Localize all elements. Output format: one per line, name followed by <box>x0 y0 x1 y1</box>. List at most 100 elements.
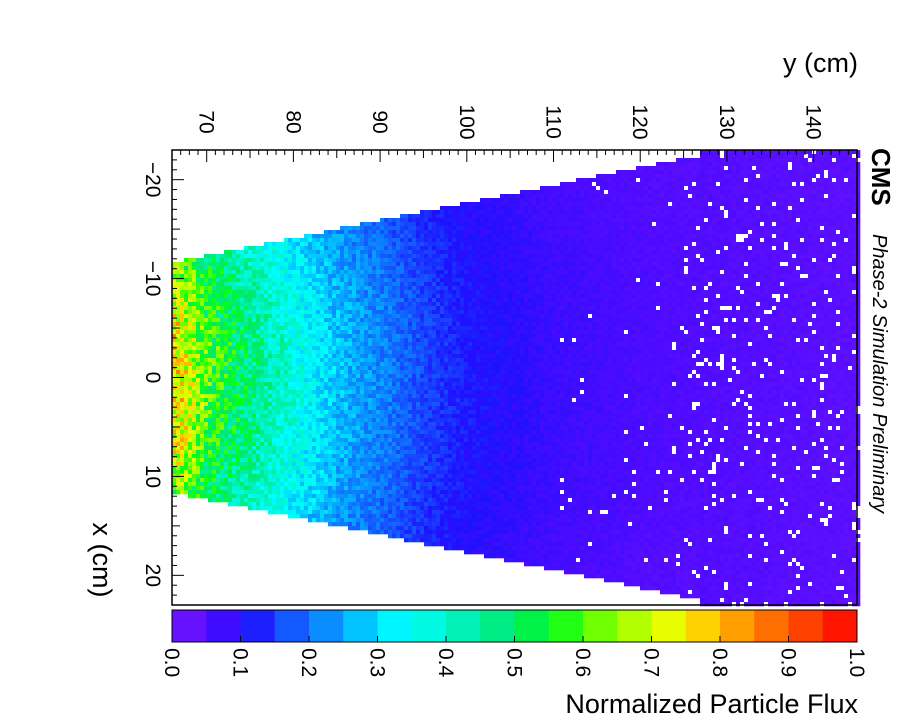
heatmap-cell <box>240 374 245 379</box>
heatmap-cell <box>444 474 449 479</box>
heatmap-cell <box>448 414 453 419</box>
heatmap-cell <box>228 454 233 459</box>
heatmap-cell <box>444 542 449 547</box>
heatmap-cell <box>184 486 189 491</box>
heatmap-cell <box>280 362 285 367</box>
heatmap-cell <box>348 526 353 531</box>
heatmap-cell <box>268 246 273 251</box>
heatmap-cell <box>352 490 357 495</box>
heatmap-cell <box>348 262 353 267</box>
heatmap-cell <box>436 410 441 415</box>
heatmap-cell <box>360 330 365 335</box>
heatmap-cell <box>268 494 273 499</box>
heatmap-cell <box>420 434 425 439</box>
heatmap-cell <box>356 518 361 523</box>
heatmap-cell <box>432 210 437 215</box>
heatmap-cell <box>444 426 449 431</box>
heatmap-cell <box>308 326 313 331</box>
heatmap-cell <box>356 262 361 267</box>
heatmap-cell <box>376 502 381 507</box>
heatmap-cell <box>264 286 269 291</box>
heatmap-cell <box>316 474 321 479</box>
heatmap-cell <box>328 398 333 403</box>
heatmap-cell <box>420 382 425 387</box>
heatmap-cell <box>408 286 413 291</box>
heatmap-cell <box>340 446 345 451</box>
heatmap-cell <box>440 334 445 339</box>
heatmap-cell <box>328 330 333 335</box>
heatmap-cell <box>412 286 417 291</box>
heatmap-cell <box>448 258 453 263</box>
heatmap-cell <box>356 270 361 275</box>
heatmap-cell <box>428 482 433 487</box>
heatmap-cell <box>256 354 261 359</box>
heatmap-cell <box>380 426 385 431</box>
heatmap-cell <box>208 462 213 467</box>
heatmap-cell <box>348 354 353 359</box>
heatmap-cell <box>264 354 269 359</box>
heatmap-cell <box>340 490 345 495</box>
heatmap-cell <box>368 522 373 527</box>
heatmap-cell <box>252 494 257 499</box>
heatmap-cell <box>216 442 221 447</box>
heatmap-cell <box>268 378 273 383</box>
heatmap-cell <box>172 294 177 299</box>
heatmap-cell <box>388 314 393 319</box>
heatmap-cell <box>372 478 377 483</box>
heatmap-cell <box>348 474 353 479</box>
heatmap-cell <box>304 462 309 467</box>
heatmap-cell <box>280 378 285 383</box>
heatmap-cell <box>316 354 321 359</box>
heatmap-cell <box>280 374 285 379</box>
heatmap-cell <box>388 526 393 531</box>
heatmap-cell <box>208 282 213 287</box>
heatmap-cell <box>384 358 389 363</box>
heatmap-cell <box>372 398 377 403</box>
heatmap-cell <box>296 418 301 423</box>
heatmap-cell <box>204 490 209 495</box>
heatmap-cell <box>272 270 277 275</box>
heatmap-cell <box>372 350 377 355</box>
heatmap-cell <box>380 310 385 315</box>
heatmap-cell <box>204 394 209 399</box>
heatmap-cell <box>240 422 245 427</box>
heatmap-cell <box>260 442 265 447</box>
heatmap-cell <box>320 422 325 427</box>
heatmap-cell <box>320 310 325 315</box>
heatmap-cell <box>200 410 205 415</box>
heatmap-cell <box>184 366 189 371</box>
heatmap-cell <box>224 334 229 339</box>
heatmap-cell <box>356 526 361 531</box>
heatmap-cell <box>432 542 437 547</box>
heatmap-cell <box>204 426 209 431</box>
heatmap-cell <box>348 442 353 447</box>
heatmap-cell <box>420 418 425 423</box>
heatmap-cell <box>404 410 409 415</box>
heatmap-cell <box>396 414 401 419</box>
heatmap-cell <box>384 294 389 299</box>
heatmap-cell <box>324 402 329 407</box>
heatmap-cell <box>348 470 353 475</box>
heatmap-cell <box>268 366 273 371</box>
heatmap-cell <box>304 446 309 451</box>
heatmap-cell <box>328 362 333 367</box>
heatmap-cell <box>312 390 317 395</box>
heatmap-cell <box>420 490 425 495</box>
heatmap-cell <box>364 338 369 343</box>
heatmap-cell <box>384 242 389 247</box>
heatmap-cell <box>264 438 269 443</box>
heatmap-cell <box>432 250 437 255</box>
heatmap-cell <box>392 278 397 283</box>
heatmap-cell <box>320 294 325 299</box>
heatmap-cell <box>444 362 449 367</box>
heatmap-cell <box>368 346 373 351</box>
heatmap-cell <box>196 338 201 343</box>
heatmap-cell <box>404 534 409 539</box>
heatmap-cell <box>172 410 177 415</box>
heatmap-cell <box>368 362 373 367</box>
heatmap-cell <box>244 462 249 467</box>
heatmap-cell <box>296 310 301 315</box>
heatmap-cell <box>212 394 217 399</box>
heatmap-cell <box>340 514 345 519</box>
heatmap-cell <box>276 498 281 503</box>
